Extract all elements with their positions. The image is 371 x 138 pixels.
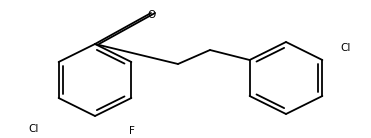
Text: O: O [147, 10, 155, 20]
Text: F: F [129, 126, 135, 136]
Text: Cl: Cl [28, 124, 38, 134]
Text: Cl: Cl [340, 43, 350, 53]
